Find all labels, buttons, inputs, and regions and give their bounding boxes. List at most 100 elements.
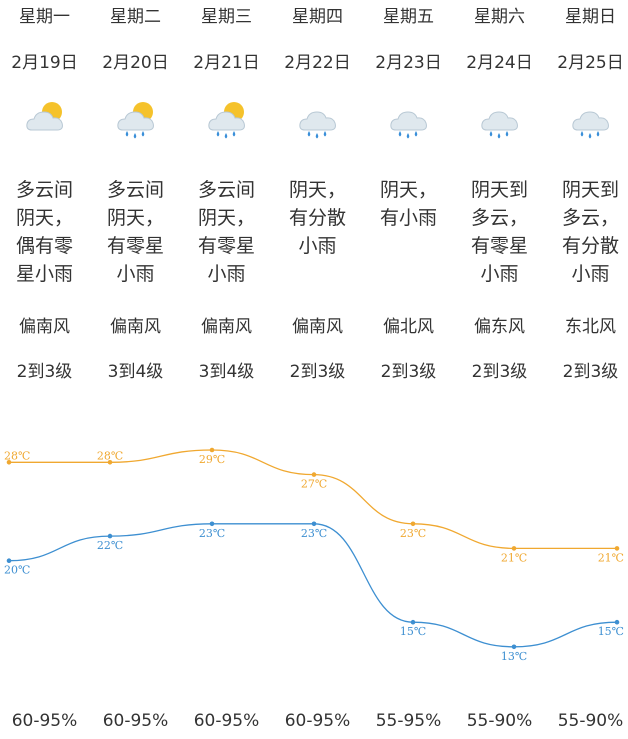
rain-drop bbox=[315, 133, 319, 139]
date-label: 2月19日 bbox=[11, 53, 78, 73]
wind-level: 2到3级 bbox=[471, 362, 528, 382]
rain-drop bbox=[489, 131, 493, 137]
low-temperature-label: 13℃ bbox=[501, 650, 527, 663]
low-temperature-point bbox=[511, 644, 517, 650]
high-temperature-label: 27℃ bbox=[301, 478, 327, 491]
day-column: 星期五 2月23日 阴天， 有小雨 偏北风 2到3级 bbox=[364, 0, 453, 400]
rain-drop bbox=[588, 133, 592, 139]
wind-direction: 偏南风 bbox=[292, 317, 343, 337]
wind-direction: 偏东风 bbox=[474, 317, 525, 337]
rain-drop bbox=[216, 131, 220, 137]
date-label: 2月20日 bbox=[102, 53, 169, 73]
weekday-label: 星期一 bbox=[19, 7, 70, 27]
sun-cloud-rain-icon bbox=[208, 102, 245, 139]
low-temperature-point bbox=[311, 521, 317, 527]
day-column: 星期四 2月22日 阴天， 有分散 小雨 偏南风 2到3级 bbox=[273, 0, 362, 400]
low-temperature-label: 15℃ bbox=[598, 625, 624, 638]
high-temperature-point bbox=[311, 472, 317, 477]
weekday-label: 星期五 bbox=[383, 7, 434, 27]
high-temperature-label: 28℃ bbox=[4, 449, 30, 462]
rain-drop bbox=[406, 133, 410, 139]
humidity-value: 60-95% bbox=[284, 711, 351, 731]
rain-drop bbox=[232, 131, 236, 137]
high-temperature-label: 28℃ bbox=[97, 449, 123, 462]
high-temperature-point bbox=[6, 460, 12, 465]
rain-drop bbox=[323, 131, 327, 137]
description-line: 小雨 bbox=[298, 235, 337, 257]
wind-direction: 偏南风 bbox=[110, 317, 161, 337]
weather-description: 多云间 阴天， 有零星 小雨 bbox=[182, 176, 271, 288]
cloud-rain-icon bbox=[390, 111, 427, 139]
rain-drop bbox=[125, 131, 129, 137]
weekday-label: 星期六 bbox=[474, 7, 525, 27]
cloud-shape bbox=[299, 111, 336, 131]
description-line: 多云， bbox=[561, 207, 619, 229]
cloud-shape bbox=[572, 111, 609, 131]
wind-level: 2到3级 bbox=[16, 362, 73, 382]
wind-direction: 偏南风 bbox=[201, 317, 252, 337]
high-temperature-point bbox=[410, 521, 416, 527]
cloud-rain-icon bbox=[299, 111, 336, 139]
low-temperature-point bbox=[107, 533, 113, 539]
weather-description: 阴天， 有小雨 bbox=[364, 176, 453, 232]
description-line: 有零星 bbox=[106, 235, 164, 257]
weekday-label: 星期日 bbox=[565, 7, 616, 27]
day-column: 星期二 2月20日 多云间 阴天， 有零星 小雨 偏南风 3到4级 bbox=[91, 0, 180, 400]
high-temperature-label: 21℃ bbox=[501, 551, 527, 564]
day-column: 星期一 2月19日 多云间 阴天， 偶有零 星小雨 偏南风 2到3级 bbox=[0, 0, 89, 400]
low-temperature-point bbox=[209, 521, 215, 527]
high-temperature-point bbox=[209, 447, 215, 453]
wind-level: 2到3级 bbox=[289, 362, 346, 382]
rain-drop bbox=[497, 133, 501, 139]
wind-level: 3到4级 bbox=[198, 362, 255, 382]
cloud-shape bbox=[117, 111, 154, 131]
low-temperature-point bbox=[6, 558, 12, 563]
high-temperature-point bbox=[511, 546, 517, 551]
description-line: 阴天， bbox=[15, 207, 73, 229]
wind-level: 3到4级 bbox=[107, 362, 164, 382]
wind-direction: 东北风 bbox=[565, 317, 616, 337]
rain-drop bbox=[141, 131, 145, 137]
wind-level: 2到3级 bbox=[562, 362, 619, 382]
rain-drop bbox=[307, 131, 311, 137]
description-line: 有零星 bbox=[197, 235, 255, 257]
low-temperature-point bbox=[614, 619, 620, 625]
description-line: 小雨 bbox=[116, 263, 155, 285]
low-temperature-label: 15℃ bbox=[400, 625, 426, 638]
humidity-value: 60-95% bbox=[102, 711, 169, 731]
description-line: 阴天， bbox=[106, 207, 164, 229]
cloud-rain-icon bbox=[572, 111, 609, 139]
low-temperature-label: 23℃ bbox=[199, 527, 225, 540]
cloud-shape bbox=[26, 111, 63, 131]
day-column: 星期日 2月25日 阴天到 多云， 有分散 小雨 东北风 2到3级 bbox=[546, 0, 628, 400]
cloud-shape bbox=[390, 111, 427, 131]
description-line: 多云间 bbox=[197, 179, 255, 201]
weekday-label: 星期三 bbox=[201, 7, 252, 27]
description-line: 小雨 bbox=[480, 263, 519, 285]
description-line: 多云， bbox=[470, 207, 528, 229]
day-column: 星期三 2月21日 多云间 阴天， 有零星 小雨 偏南风 3到4级 bbox=[182, 0, 271, 400]
sun-cloud-rain-icon bbox=[117, 102, 154, 139]
date-label: 2月24日 bbox=[466, 53, 533, 73]
sun-cloud-icon bbox=[26, 102, 63, 131]
description-line: 有小雨 bbox=[379, 207, 437, 229]
cloud-shape bbox=[208, 111, 245, 131]
description-line: 有分散 bbox=[288, 207, 346, 229]
rain-drop bbox=[596, 131, 600, 137]
cloud-rain-icon bbox=[481, 111, 518, 139]
high-temperature-label: 29℃ bbox=[199, 453, 225, 466]
high-temperature-label: 23℃ bbox=[400, 527, 426, 540]
cloud-shape bbox=[481, 111, 518, 131]
low-temperature-label: 23℃ bbox=[301, 527, 327, 540]
high-temperature-point bbox=[614, 546, 620, 551]
low-temperature-label: 20℃ bbox=[4, 564, 30, 577]
rain-drop bbox=[133, 133, 137, 139]
description-line: 阴天， bbox=[288, 179, 346, 201]
date-label: 2月25日 bbox=[557, 53, 624, 73]
temperature-chart: 28℃ 28℃ 29℃ 27℃ 23℃ 21℃ 21℃ 20℃ 22℃ 23℃ 23℃ 15℃ 13℃ 1… bbox=[4, 447, 624, 663]
description-line: 多云间 bbox=[106, 179, 164, 201]
wind-direction: 偏南风 bbox=[19, 317, 70, 337]
rain-drop bbox=[505, 131, 509, 137]
humidity-value: 60-95% bbox=[11, 711, 78, 731]
description-line: 小雨 bbox=[571, 263, 610, 285]
